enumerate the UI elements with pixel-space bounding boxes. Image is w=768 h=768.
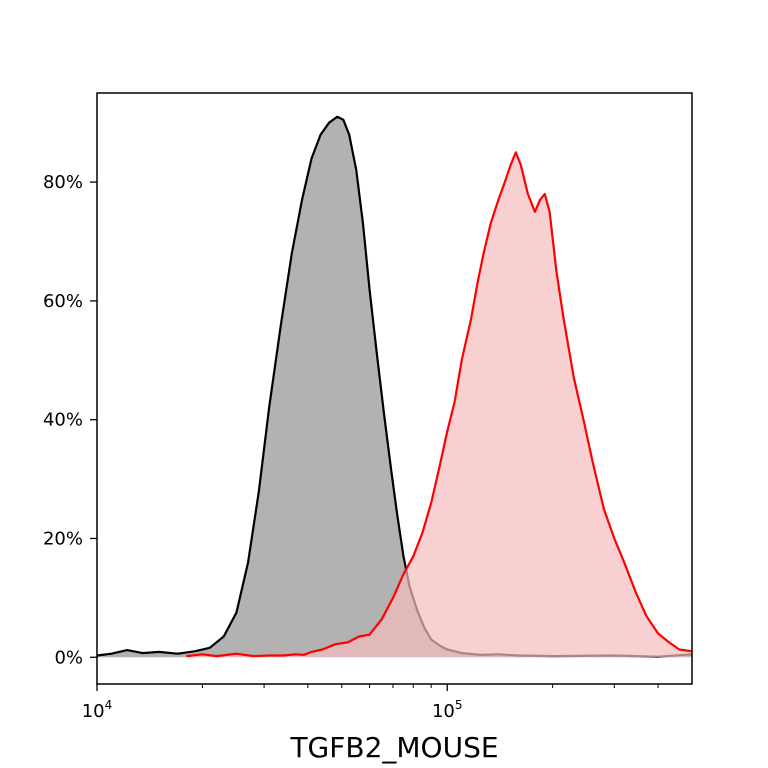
x-tick-label-0: 104 — [82, 698, 113, 722]
y-tick-label-4: 80% — [43, 172, 83, 193]
plot-frame — [96, 92, 693, 685]
y-tick-label-0: 0% — [54, 647, 83, 668]
x-axis-label: TGFB2_MOUSE — [289, 731, 498, 764]
x-ticks: 104 105 — [82, 684, 659, 722]
y-tick-label-2: 40% — [43, 410, 83, 431]
x-tick-label-1: 105 — [432, 698, 463, 722]
series-1-line — [186, 151, 692, 658]
series-1-area — [186, 152, 692, 658]
y-ticks: 0% 20% 40% 60% 80% — [43, 172, 97, 668]
y-tick-label-3: 60% — [43, 291, 83, 312]
y-tick-label-1: 20% — [43, 528, 83, 549]
series-0-area — [97, 116, 692, 658]
series-layer — [97, 115, 692, 658]
